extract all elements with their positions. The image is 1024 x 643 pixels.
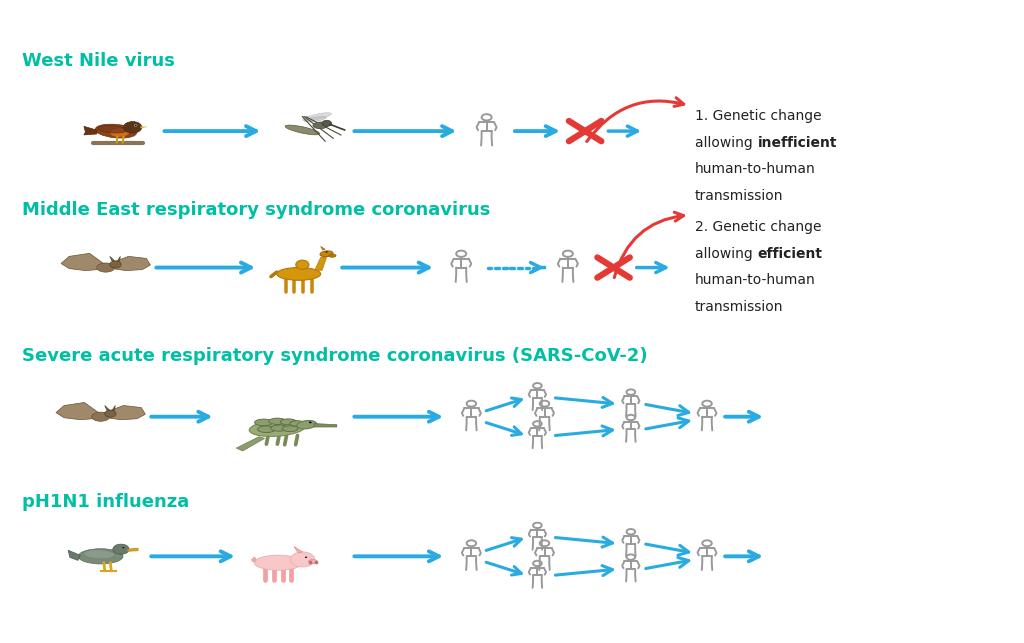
Text: Severe acute respiratory syndrome coronavirus (SARS-CoV-2): Severe acute respiratory syndrome corona…	[23, 347, 648, 365]
Circle shape	[124, 122, 141, 133]
Ellipse shape	[297, 421, 316, 429]
Polygon shape	[110, 257, 115, 262]
Circle shape	[322, 120, 332, 127]
Text: 2. Genetic change: 2. Genetic change	[695, 220, 821, 234]
Ellipse shape	[97, 125, 126, 133]
Polygon shape	[100, 406, 145, 420]
Polygon shape	[321, 246, 325, 250]
Ellipse shape	[92, 412, 110, 421]
Polygon shape	[61, 253, 105, 271]
Text: efficient: efficient	[758, 247, 823, 260]
Polygon shape	[294, 547, 302, 553]
Text: allowing: allowing	[695, 136, 757, 150]
Polygon shape	[314, 257, 327, 270]
Ellipse shape	[281, 419, 296, 425]
Circle shape	[134, 125, 137, 126]
Ellipse shape	[290, 421, 305, 426]
Polygon shape	[56, 403, 100, 420]
Ellipse shape	[285, 125, 319, 135]
Text: transmission: transmission	[695, 300, 783, 314]
Circle shape	[113, 544, 129, 554]
Polygon shape	[127, 548, 138, 551]
Polygon shape	[84, 126, 97, 135]
Text: pH1N1 influenza: pH1N1 influenza	[23, 493, 189, 511]
Ellipse shape	[313, 122, 328, 129]
Circle shape	[291, 552, 314, 567]
Ellipse shape	[97, 263, 115, 272]
Ellipse shape	[249, 420, 305, 437]
Ellipse shape	[296, 260, 309, 269]
Circle shape	[309, 422, 311, 423]
Ellipse shape	[329, 254, 336, 257]
Text: allowing: allowing	[695, 247, 757, 260]
Text: 1. Genetic change: 1. Genetic change	[695, 109, 821, 123]
Ellipse shape	[254, 555, 302, 570]
Text: West Nile virus: West Nile virus	[23, 52, 175, 70]
Circle shape	[326, 251, 328, 253]
Ellipse shape	[308, 559, 317, 564]
Text: human-to-human: human-to-human	[695, 162, 815, 176]
Ellipse shape	[111, 128, 129, 137]
Polygon shape	[314, 424, 337, 427]
Ellipse shape	[321, 251, 333, 257]
Ellipse shape	[276, 267, 321, 280]
Polygon shape	[140, 126, 147, 128]
Ellipse shape	[302, 113, 332, 121]
Polygon shape	[117, 257, 121, 262]
Ellipse shape	[269, 418, 286, 424]
Circle shape	[305, 557, 307, 558]
Polygon shape	[105, 257, 151, 271]
Polygon shape	[69, 550, 80, 561]
Polygon shape	[112, 406, 116, 411]
Text: human-to-human: human-to-human	[695, 273, 815, 287]
Polygon shape	[104, 406, 110, 411]
Ellipse shape	[258, 426, 275, 433]
Circle shape	[104, 410, 116, 417]
Polygon shape	[237, 437, 264, 451]
Ellipse shape	[304, 116, 327, 122]
Ellipse shape	[95, 124, 136, 138]
Ellipse shape	[255, 419, 272, 426]
Ellipse shape	[78, 548, 123, 564]
Ellipse shape	[271, 425, 288, 431]
Circle shape	[110, 261, 121, 268]
Ellipse shape	[283, 426, 298, 431]
Circle shape	[123, 547, 124, 548]
Text: inefficient: inefficient	[758, 136, 838, 150]
Text: transmission: transmission	[695, 189, 783, 203]
Ellipse shape	[84, 550, 115, 559]
Text: Middle East respiratory syndrome coronavirus: Middle East respiratory syndrome coronav…	[23, 201, 490, 219]
